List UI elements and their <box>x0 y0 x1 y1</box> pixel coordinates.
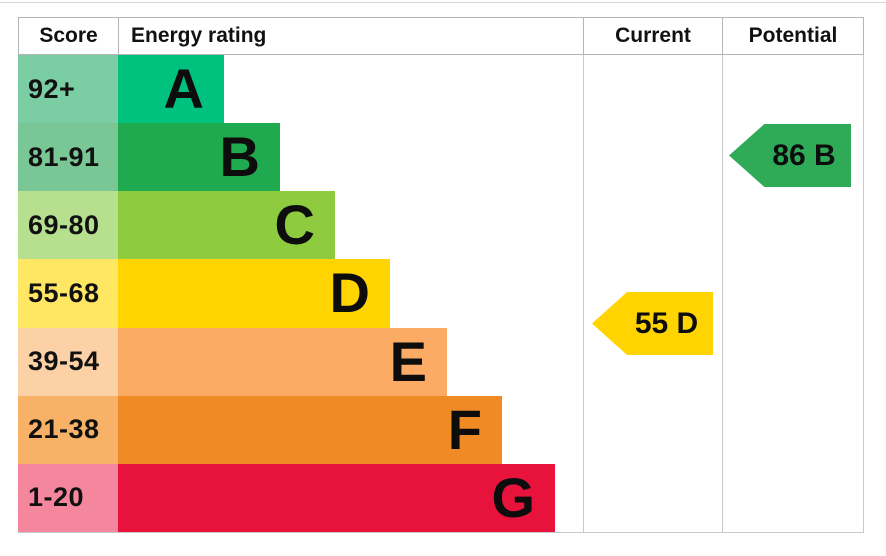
rating-letter-e: E <box>389 329 427 393</box>
rating-row-f: 21-38 F <box>18 395 864 464</box>
header-score: Score <box>18 18 118 54</box>
rating-row-d: 55-68 D <box>18 259 864 328</box>
header-current: Current <box>583 18 722 54</box>
rating-bar-c: C <box>118 191 335 260</box>
rating-bar-g: G <box>118 463 555 532</box>
rating-letter-f: F <box>447 397 482 461</box>
rating-letter-g: G <box>491 465 535 529</box>
score-range-d: 55-68 <box>18 259 118 328</box>
rating-bar-a: A <box>118 55 224 124</box>
rating-bar-b: B <box>118 123 280 192</box>
score-range-g: 1-20 <box>18 463 118 532</box>
divider-right-edge <box>863 55 864 533</box>
header-energy-rating: Energy rating <box>118 18 583 54</box>
rating-row-c: 69-80 C <box>18 191 864 260</box>
rating-bar-f: F <box>118 395 502 464</box>
rating-row-a: 92+ A <box>18 55 864 124</box>
rating-bar-e: E <box>118 327 447 396</box>
score-range-c: 69-80 <box>18 191 118 260</box>
score-range-b: 81-91 <box>18 123 118 192</box>
table-header-row: Score Energy rating Current Potential <box>18 17 864 55</box>
rating-letter-a: A <box>163 57 204 121</box>
score-range-e: 39-54 <box>18 327 118 396</box>
score-range-a: 92+ <box>18 55 118 124</box>
rating-letter-c: C <box>274 193 315 257</box>
score-range-f: 21-38 <box>18 395 118 464</box>
divider-potential-column <box>722 55 723 533</box>
rating-letter-d: D <box>329 261 370 325</box>
rating-letter-b: B <box>219 125 260 189</box>
header-potential: Potential <box>722 18 864 54</box>
rating-table: Score Energy rating Current Potential 92… <box>18 17 864 533</box>
page-top-border <box>0 2 886 3</box>
rating-row-e: 39-54 E <box>18 327 864 396</box>
rating-bar-d: D <box>118 259 390 328</box>
rating-row-b: 81-91 B <box>18 123 864 192</box>
rating-rows: 92+ A 81-91 B 69-80 C 55-68 D 39-54 E 21-38 F 1-20 G <box>18 55 864 533</box>
divider-current-column <box>583 55 584 533</box>
rating-row-g: 1-20 G <box>18 463 864 532</box>
